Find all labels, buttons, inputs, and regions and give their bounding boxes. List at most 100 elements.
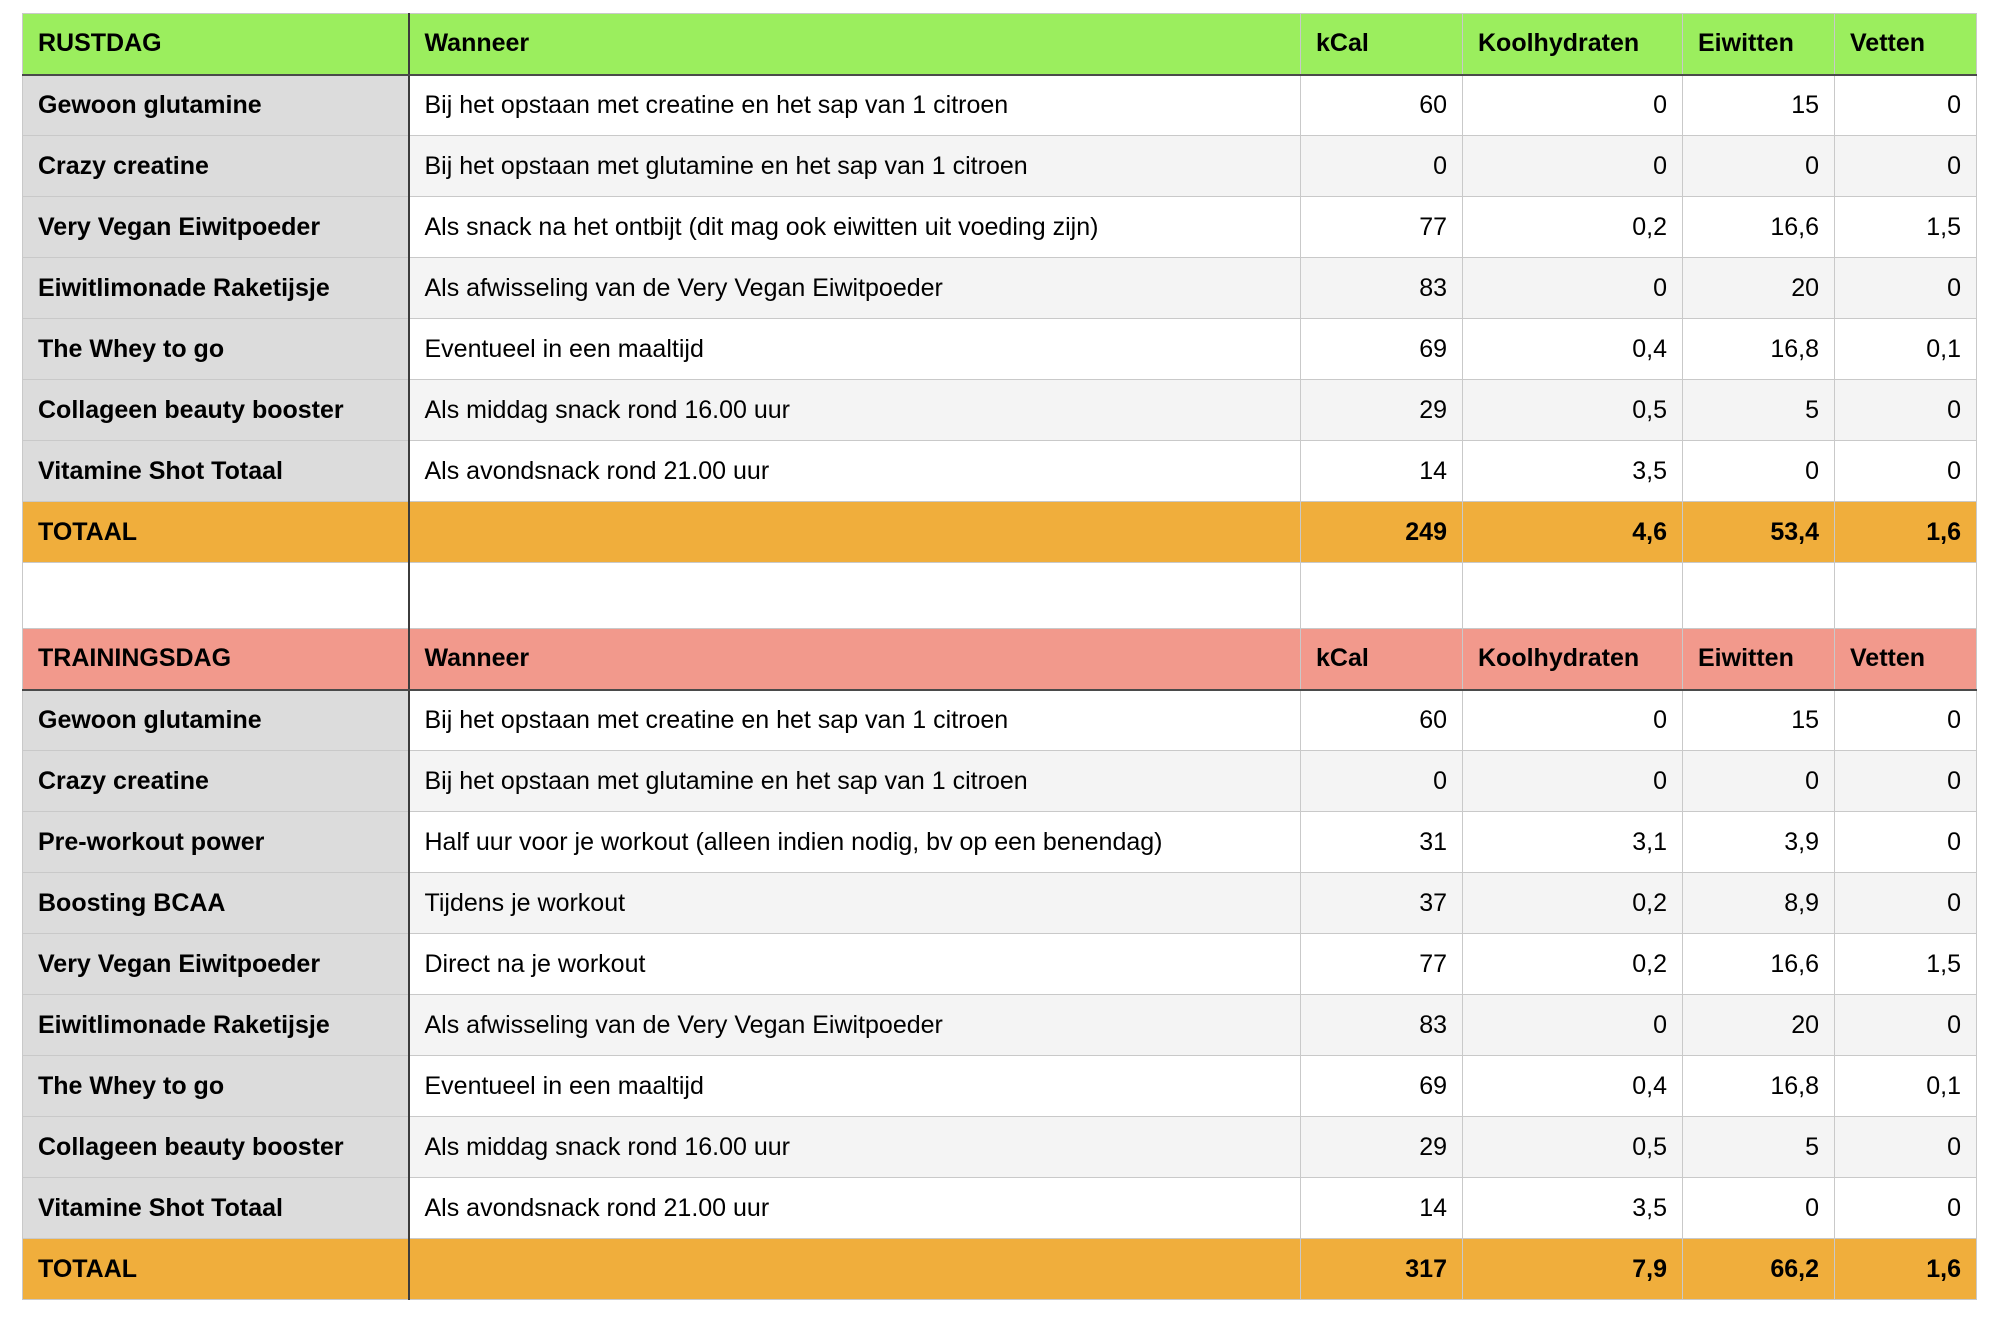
spacer-cell [1682, 562, 1835, 629]
table-row: Crazy creatine Bij het opstaan met gluta… [22, 750, 1977, 812]
eiwitten-cell: 0 [1682, 135, 1835, 197]
koolhydraten-cell: 0 [1462, 994, 1683, 1056]
vetten-cell: 0 [1834, 74, 1977, 136]
vetten-cell: 0 [1834, 872, 1977, 934]
wanneer-cell: Eventueel in een maaltijd [408, 1055, 1301, 1117]
spacer-cell [408, 562, 1301, 629]
vetten-cell: 0 [1834, 811, 1977, 873]
product-name-cell: Eiwitlimonade Raketijsje [22, 994, 410, 1056]
eiwitten-cell: 20 [1682, 257, 1835, 319]
totaal-kcal-cell: 317 [1300, 1238, 1463, 1300]
kcal-cell: 14 [1300, 440, 1463, 502]
rustdag-col-kcal: kCal [1300, 13, 1463, 76]
table-row: Boosting BCAA Tijdens je workout 37 0,2 … [22, 872, 1977, 934]
rustdag-rows: Gewoon glutamine Bij het opstaan met cre… [22, 74, 1977, 502]
trainingsdag-title: TRAININGSDAG [22, 628, 410, 691]
table-row: Gewoon glutamine Bij het opstaan met cre… [22, 689, 1977, 751]
koolhydraten-cell: 0 [1462, 135, 1683, 197]
kcal-cell: 83 [1300, 994, 1463, 1056]
eiwitten-cell: 16,8 [1682, 318, 1835, 380]
product-name-cell: Very Vegan Eiwitpoeder [22, 196, 410, 258]
eiwitten-cell: 0 [1682, 750, 1835, 812]
kcal-cell: 77 [1300, 196, 1463, 258]
vetten-cell: 0 [1834, 257, 1977, 319]
vetten-cell: 0,1 [1834, 1055, 1977, 1117]
totaal-vetten-cell: 1,6 [1834, 501, 1977, 563]
totaal-wanneer-cell [408, 1238, 1301, 1300]
eiwitten-cell: 20 [1682, 994, 1835, 1056]
wanneer-cell: Bij het opstaan met creatine en het sap … [408, 689, 1301, 751]
wanneer-cell: Half uur voor je workout (alleen indien … [408, 811, 1301, 873]
table-row: Very Vegan Eiwitpoeder Direct na je work… [22, 933, 1977, 995]
kcal-cell: 83 [1300, 257, 1463, 319]
vetten-cell: 0 [1834, 750, 1977, 812]
totaal-vetten-cell: 1,6 [1834, 1238, 1977, 1300]
vetten-cell: 0 [1834, 994, 1977, 1056]
trainingsdag-col-koolhydraten: Koolhydraten [1462, 628, 1683, 691]
kcal-cell: 60 [1300, 74, 1463, 136]
table-row: Eiwitlimonade Raketijsje Als afwisseling… [22, 257, 1977, 319]
rustdag-title: RUSTDAG [22, 13, 410, 76]
kcal-cell: 69 [1300, 318, 1463, 380]
wanneer-cell: Direct na je workout [408, 933, 1301, 995]
product-name-cell: Boosting BCAA [22, 872, 410, 934]
product-name-cell: The Whey to go [22, 1055, 410, 1117]
koolhydraten-cell: 0 [1462, 257, 1683, 319]
koolhydraten-cell: 0,2 [1462, 196, 1683, 258]
totaal-label-cell: TOTAAL [22, 501, 410, 563]
koolhydraten-cell: 3,5 [1462, 1177, 1683, 1239]
koolhydraten-cell: 3,1 [1462, 811, 1683, 873]
totaal-koolhydraten-cell: 7,9 [1462, 1238, 1683, 1300]
eiwitten-cell: 0 [1682, 440, 1835, 502]
vetten-cell: 0 [1834, 379, 1977, 441]
vetten-cell: 0 [1834, 135, 1977, 197]
koolhydraten-cell: 3,5 [1462, 440, 1683, 502]
product-name-cell: Vitamine Shot Totaal [22, 1177, 410, 1239]
trainingsdag-total: TOTAAL 317 7,9 66,2 1,6 [22, 1238, 1977, 1300]
wanneer-cell: Als snack na het ontbijt (dit mag ook ei… [408, 196, 1301, 258]
spacer-cell [1462, 562, 1683, 629]
vetten-cell: 0,1 [1834, 318, 1977, 380]
trainingsdag-totaal-row: TOTAAL 317 7,9 66,2 1,6 [22, 1238, 1977, 1300]
kcal-cell: 77 [1300, 933, 1463, 995]
table-row: Eiwitlimonade Raketijsje Als afwisseling… [22, 994, 1977, 1056]
kcal-cell: 60 [1300, 689, 1463, 751]
wanneer-cell: Bij het opstaan met creatine en het sap … [408, 74, 1301, 136]
totaal-label-cell: TOTAAL [22, 1238, 410, 1300]
vetten-cell: 0 [1834, 689, 1977, 751]
vetten-cell: 0 [1834, 440, 1977, 502]
eiwitten-cell: 15 [1682, 74, 1835, 136]
wanneer-cell: Als avondsnack rond 21.00 uur [408, 1177, 1301, 1239]
table-row: Very Vegan Eiwitpoeder Als snack na het … [22, 196, 1977, 258]
table-row: Pre-workout power Half uur voor je worko… [22, 811, 1977, 873]
eiwitten-cell: 16,6 [1682, 196, 1835, 258]
trainingsdag-col-kcal: kCal [1300, 628, 1463, 691]
eiwitten-cell: 3,9 [1682, 811, 1835, 873]
spacer-cell [1834, 562, 1977, 629]
rustdag-total-and-spacer: TOTAAL 249 4,6 53,4 1,6 TRAININGSDAG Wan… [22, 501, 1977, 691]
kcal-cell: 29 [1300, 379, 1463, 441]
koolhydraten-cell: 0 [1462, 74, 1683, 136]
trainingsdag-col-eiwitten: Eiwitten [1682, 628, 1835, 691]
wanneer-cell: Eventueel in een maaltijd [408, 318, 1301, 380]
product-name-cell: Collageen beauty booster [22, 379, 410, 441]
product-name-cell: Gewoon glutamine [22, 689, 410, 751]
wanneer-cell: Tijdens je workout [408, 872, 1301, 934]
kcal-cell: 69 [1300, 1055, 1463, 1117]
kcal-cell: 0 [1300, 135, 1463, 197]
table-row: Collageen beauty booster Als middag snac… [22, 379, 1977, 441]
kcal-cell: 31 [1300, 811, 1463, 873]
table-row: Collageen beauty booster Als middag snac… [22, 1116, 1977, 1178]
product-name-cell: Pre-workout power [22, 811, 410, 873]
totaal-wanneer-cell [408, 501, 1301, 563]
rustdag-col-eiwitten: Eiwitten [1682, 13, 1835, 76]
koolhydraten-cell: 0,4 [1462, 1055, 1683, 1117]
product-name-cell: Eiwitlimonade Raketijsje [22, 257, 410, 319]
product-name-cell: Crazy creatine [22, 750, 410, 812]
wanneer-cell: Als afwisseling van de Very Vegan Eiwitp… [408, 994, 1301, 1056]
eiwitten-cell: 15 [1682, 689, 1835, 751]
table-spacer-row [22, 562, 1977, 629]
totaal-eiwitten-cell: 66,2 [1682, 1238, 1835, 1300]
product-name-cell: Collageen beauty booster [22, 1116, 410, 1178]
kcal-cell: 0 [1300, 750, 1463, 812]
